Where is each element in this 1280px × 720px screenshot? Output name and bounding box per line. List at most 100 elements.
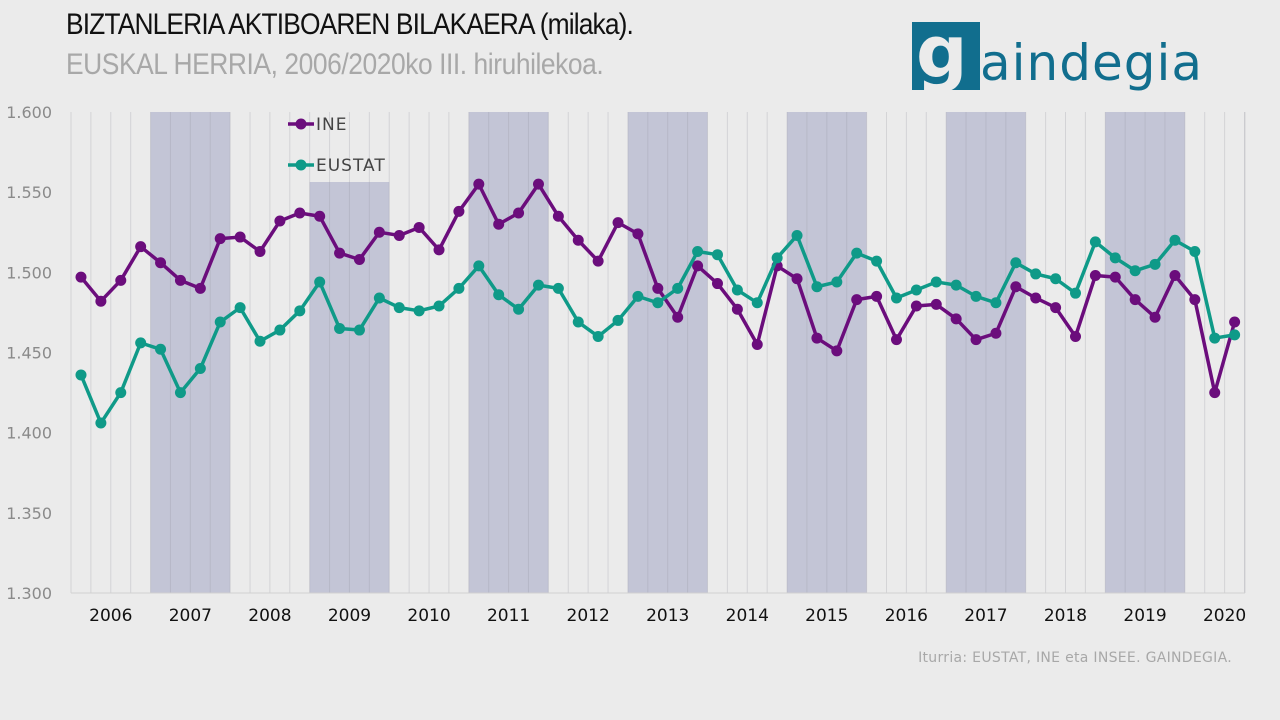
data-point-ine — [831, 345, 843, 357]
data-point-eustat — [294, 305, 306, 317]
y-tick-label: 1.450 — [6, 344, 52, 363]
x-tick-label: 2013 — [646, 606, 689, 626]
data-point-eustat — [890, 292, 902, 304]
shaded-bands — [150, 112, 1185, 593]
data-point-ine — [652, 282, 664, 294]
data-point-ine — [294, 207, 306, 219]
data-point-ine — [1070, 330, 1081, 342]
x-tick-label: 2019 — [1123, 606, 1166, 626]
data-point-ine — [572, 234, 584, 246]
x-tick-label: 2006 — [89, 606, 132, 626]
data-point-ine — [433, 244, 445, 256]
data-point-eustat — [950, 279, 962, 291]
data-point-eustat — [413, 305, 425, 317]
data-point-ine — [592, 255, 604, 267]
data-point-ine — [1189, 294, 1201, 306]
data-point-ine — [692, 260, 704, 272]
y-tick-label: 1.500 — [6, 263, 52, 282]
data-point-eustat — [612, 314, 624, 326]
data-point-ine — [413, 221, 425, 233]
data-point-ine — [811, 332, 823, 344]
data-point-eustat — [254, 335, 266, 347]
chart-title: BIZTANLERIA AKTIBOAREN BILAKAERA (milaka… — [66, 8, 634, 41]
chart-subtitle: EUSKAL HERRIA, 2006/2020ko III. hiruhile… — [66, 48, 604, 81]
data-point-eustat — [930, 276, 942, 288]
data-point-eustat — [572, 316, 584, 328]
data-point-eustat — [831, 276, 843, 288]
x-tick-label: 2009 — [328, 606, 371, 626]
data-point-eustat — [851, 247, 863, 259]
x-tick-label: 2014 — [726, 606, 769, 626]
data-point-eustat — [334, 322, 346, 334]
data-point-ine — [95, 295, 107, 307]
data-point-ine — [1209, 387, 1221, 399]
x-tick-label: 2007 — [169, 606, 212, 626]
data-point-eustat — [1109, 252, 1121, 264]
data-point-eustat — [1209, 332, 1221, 344]
data-point-ine — [751, 338, 763, 350]
data-point-ine — [493, 218, 505, 230]
series-eustat — [75, 229, 1241, 429]
data-point-eustat — [1189, 245, 1201, 257]
data-point-ine — [1050, 302, 1062, 314]
data-point-ine — [851, 294, 863, 306]
data-point-eustat — [731, 284, 743, 296]
legend: INE EUSTAT — [288, 115, 386, 176]
x-tick-label: 2011 — [487, 606, 530, 626]
data-point-eustat — [493, 289, 505, 301]
data-point-eustat — [970, 290, 982, 302]
data-point-ine — [353, 254, 365, 266]
shaded-band-2015 — [787, 112, 867, 593]
data-point-eustat — [1030, 268, 1042, 280]
data-point-ine — [731, 303, 743, 315]
data-point-ine — [135, 241, 147, 253]
data-point-ine — [155, 257, 167, 269]
data-point-eustat — [1129, 265, 1141, 277]
series-ine — [75, 178, 1241, 399]
y-tick-label: 1.300 — [6, 584, 52, 603]
data-point-ine — [1030, 292, 1042, 304]
data-point-ine — [890, 334, 902, 346]
data-point-eustat — [592, 330, 604, 342]
data-point-eustat — [274, 324, 286, 336]
y-tick-label: 1.350 — [6, 504, 52, 523]
data-point-ine — [234, 231, 246, 243]
data-point-ine — [1129, 294, 1141, 306]
x-axis: 2006 2007 2008 2009 2010 2011 2012 2013 2014 2015… — [89, 606, 1246, 626]
shaded-band-2017 — [946, 112, 1026, 593]
data-point-ine — [274, 215, 286, 227]
data-point-ine — [115, 274, 127, 286]
legend-label: EUSTAT — [316, 156, 386, 176]
data-point-eustat — [552, 282, 564, 294]
data-point-ine — [314, 210, 326, 222]
legend-item-ine: INE — [288, 115, 346, 135]
data-point-eustat — [791, 229, 803, 241]
data-point-eustat — [353, 324, 365, 336]
data-point-ine — [1229, 316, 1241, 328]
data-point-ine — [552, 210, 564, 222]
x-tick-label: 2008 — [248, 606, 291, 626]
data-point-eustat — [473, 260, 485, 272]
x-tick-label: 2020 — [1203, 606, 1246, 626]
data-point-eustat — [652, 297, 664, 309]
x-tick-label: 2017 — [964, 606, 1007, 626]
data-point-eustat — [672, 282, 684, 294]
data-point-ine — [453, 205, 465, 217]
data-point-ine — [871, 290, 883, 302]
data-point-eustat — [513, 303, 525, 315]
data-point-ine — [1089, 270, 1101, 282]
x-tick-label: 2016 — [885, 606, 928, 626]
data-point-ine — [334, 247, 346, 259]
data-point-eustat — [373, 292, 385, 304]
data-point-ine — [612, 217, 624, 229]
x-tick-label: 2012 — [567, 606, 610, 626]
logo-box: g — [912, 16, 980, 90]
data-point-eustat — [174, 387, 186, 399]
data-point-eustat — [711, 249, 723, 261]
data-point-eustat — [214, 316, 226, 328]
data-point-ine — [930, 298, 942, 310]
data-point-ine — [214, 233, 226, 245]
legend-marker — [295, 118, 307, 130]
data-point-eustat — [871, 255, 883, 267]
data-point-eustat — [1229, 329, 1241, 341]
